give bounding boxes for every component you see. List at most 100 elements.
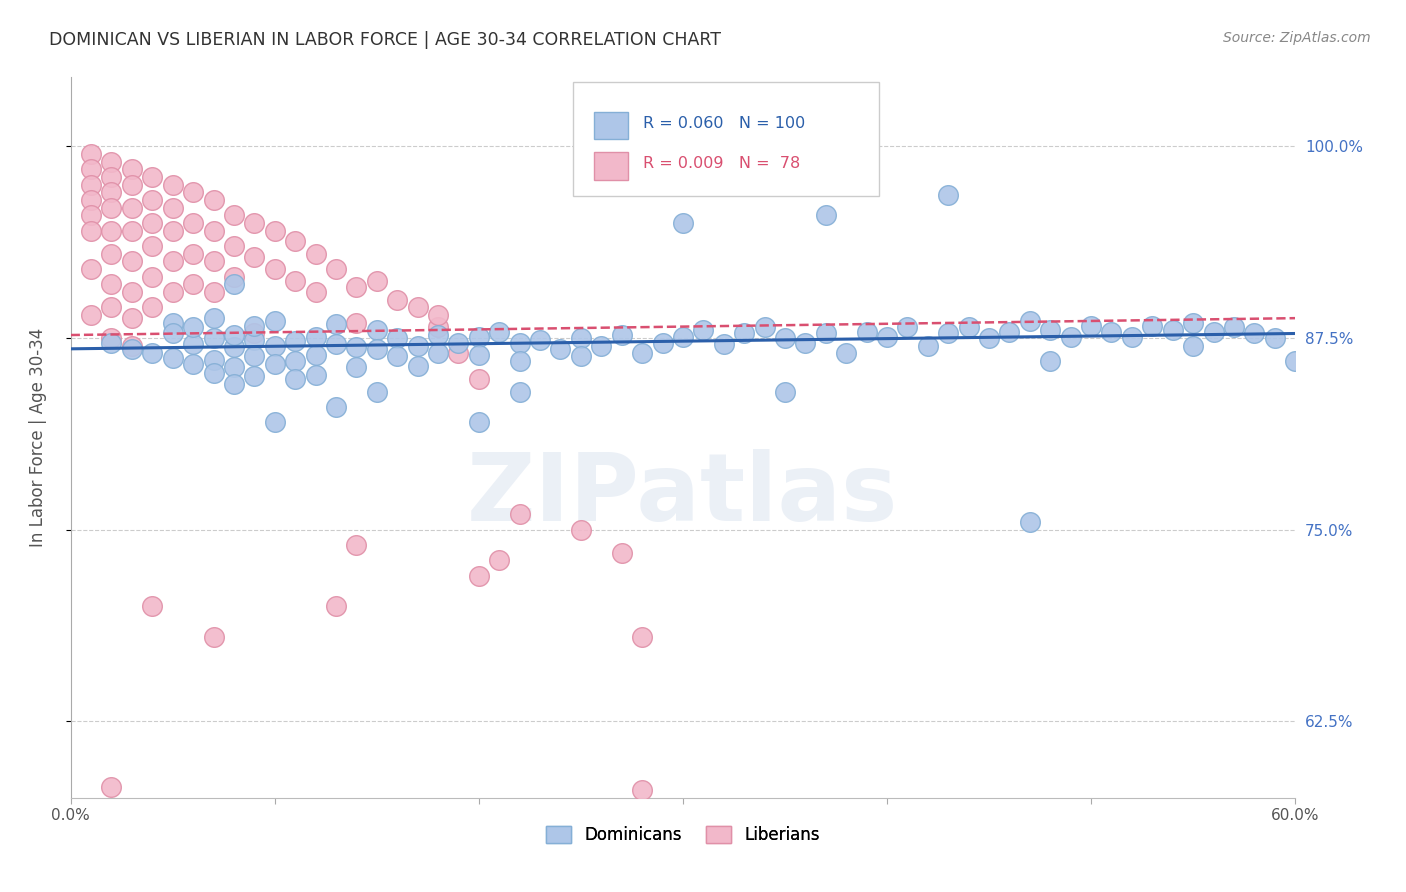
Point bbox=[1284, 354, 1306, 368]
Point bbox=[162, 201, 184, 215]
Point bbox=[121, 311, 143, 326]
Point bbox=[141, 301, 163, 315]
Point bbox=[366, 384, 388, 399]
Point bbox=[284, 354, 307, 368]
Point bbox=[427, 320, 450, 334]
Point bbox=[610, 328, 633, 343]
Point bbox=[80, 147, 103, 161]
Point bbox=[325, 318, 347, 332]
Point bbox=[509, 354, 531, 368]
Point bbox=[773, 331, 796, 345]
Point bbox=[447, 346, 470, 360]
Point bbox=[284, 334, 307, 348]
Point bbox=[488, 325, 510, 339]
Point bbox=[998, 325, 1021, 339]
Point bbox=[610, 546, 633, 560]
Point bbox=[202, 352, 225, 367]
Point bbox=[100, 170, 122, 185]
Point bbox=[100, 224, 122, 238]
Point bbox=[181, 320, 204, 334]
Point bbox=[1182, 339, 1205, 353]
Point bbox=[569, 350, 592, 364]
Point bbox=[284, 235, 307, 249]
Point bbox=[100, 335, 122, 350]
Point bbox=[773, 384, 796, 399]
Point bbox=[672, 329, 695, 343]
Point bbox=[80, 162, 103, 177]
Point bbox=[814, 209, 837, 223]
Point bbox=[344, 280, 367, 294]
Point bbox=[1121, 329, 1143, 343]
Point bbox=[917, 339, 939, 353]
Point bbox=[325, 400, 347, 414]
Point bbox=[243, 350, 266, 364]
Point bbox=[387, 331, 409, 345]
Point bbox=[325, 337, 347, 351]
Point bbox=[713, 337, 735, 351]
Point bbox=[202, 311, 225, 326]
Point bbox=[162, 285, 184, 299]
Point bbox=[222, 277, 245, 292]
Point bbox=[121, 339, 143, 353]
Point bbox=[181, 186, 204, 200]
Legend: Dominicans, Liberians: Dominicans, Liberians bbox=[538, 820, 827, 851]
Point bbox=[406, 359, 429, 373]
Point bbox=[100, 780, 122, 795]
Point bbox=[304, 329, 326, 343]
Point bbox=[427, 308, 450, 322]
Point bbox=[1080, 318, 1102, 333]
Point bbox=[509, 508, 531, 522]
Point bbox=[121, 254, 143, 268]
Point bbox=[651, 335, 673, 350]
Text: R = 0.060   N = 100: R = 0.060 N = 100 bbox=[643, 116, 804, 131]
Point bbox=[141, 216, 163, 230]
Point bbox=[263, 224, 285, 238]
Point bbox=[855, 325, 877, 339]
Point bbox=[672, 216, 695, 230]
FancyBboxPatch shape bbox=[593, 153, 628, 180]
Point bbox=[1223, 320, 1246, 334]
Point bbox=[936, 326, 959, 341]
Point bbox=[1018, 314, 1040, 328]
Point bbox=[162, 316, 184, 330]
Point bbox=[141, 269, 163, 284]
Point bbox=[222, 377, 245, 392]
Point bbox=[263, 314, 285, 328]
Point bbox=[447, 335, 470, 350]
Point bbox=[141, 346, 163, 360]
Point bbox=[80, 209, 103, 223]
Point bbox=[141, 599, 163, 614]
Point bbox=[569, 331, 592, 345]
Point bbox=[344, 340, 367, 354]
Point bbox=[284, 274, 307, 288]
Point bbox=[509, 384, 531, 399]
Point bbox=[80, 224, 103, 238]
FancyBboxPatch shape bbox=[572, 82, 879, 196]
Point bbox=[181, 277, 204, 292]
Point bbox=[406, 339, 429, 353]
Point bbox=[406, 301, 429, 315]
Point bbox=[1142, 318, 1164, 333]
Point bbox=[387, 293, 409, 307]
Point bbox=[509, 335, 531, 350]
Point bbox=[692, 323, 714, 337]
Point bbox=[835, 346, 858, 360]
Point bbox=[141, 193, 163, 207]
Point bbox=[263, 416, 285, 430]
Point bbox=[304, 246, 326, 260]
Point bbox=[121, 178, 143, 192]
Point bbox=[162, 351, 184, 365]
Point bbox=[1161, 323, 1184, 337]
Point bbox=[181, 357, 204, 371]
Point bbox=[977, 331, 1000, 345]
Point bbox=[263, 357, 285, 371]
Point bbox=[814, 326, 837, 341]
Point bbox=[325, 262, 347, 277]
Point bbox=[243, 369, 266, 384]
Point bbox=[222, 269, 245, 284]
Point bbox=[569, 523, 592, 537]
Point bbox=[896, 320, 918, 334]
Point bbox=[243, 326, 266, 341]
Point bbox=[181, 216, 204, 230]
Point bbox=[100, 277, 122, 292]
